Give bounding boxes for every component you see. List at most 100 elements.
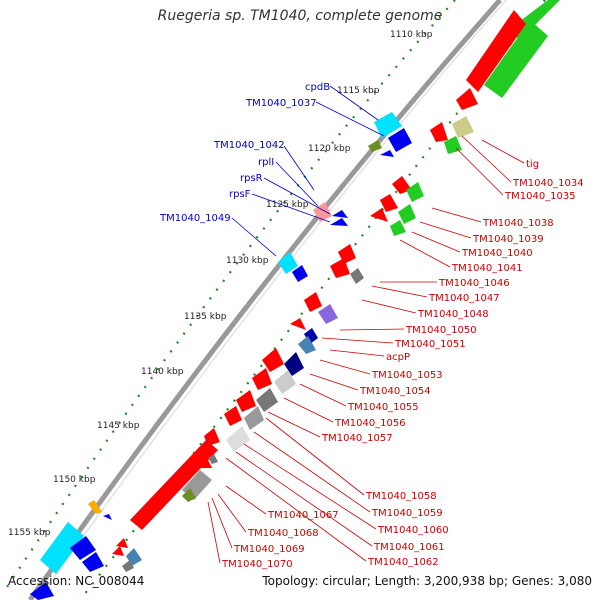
callout <box>461 135 512 183</box>
gene-blue-1[interactable] <box>292 265 308 282</box>
gene-blue-3[interactable] <box>82 552 104 572</box>
label-tm1040-1042[interactable]: TM1040_1042 <box>213 140 285 151</box>
gene-tm1040-1067[interactable] <box>116 538 128 548</box>
map-title: Ruegeria sp. TM1040, complete genome <box>157 8 443 24</box>
gene-small-blue[interactable] <box>380 150 394 157</box>
gene-cyan-large[interactable] <box>40 522 84 574</box>
gene-tig[interactable] <box>430 122 448 142</box>
label-tm1040-1060[interactable]: TM1040_1060 <box>377 525 449 536</box>
gene-gray-3[interactable] <box>244 406 264 430</box>
label-tm1040-1067[interactable]: TM1040_1067 <box>267 510 339 521</box>
gene-green-4[interactable] <box>398 204 416 224</box>
label-tm1040-1070[interactable]: TM1040_1070 <box>221 559 293 570</box>
gene-red-2[interactable] <box>456 88 478 110</box>
gene-rpsF[interactable] <box>330 218 348 226</box>
gene-tm1040-1058[interactable] <box>130 440 218 530</box>
gene-tm1040-1055[interactable] <box>236 390 256 412</box>
label-tm1040-1039[interactable]: TM1040_1039 <box>472 234 544 245</box>
topology-label: Topology: circular; Length: 3,200,938 bp… <box>262 574 592 588</box>
gene-tm1040-1037[interactable] <box>388 128 412 152</box>
gene-navy[interactable] <box>284 352 304 376</box>
label-rplI[interactable]: rplI <box>258 157 274 168</box>
gene-tm1040-1053[interactable] <box>262 348 284 372</box>
label-tm1040-1058[interactable]: TM1040_1058 <box>365 491 437 502</box>
gene-gray-4[interactable] <box>208 454 218 464</box>
label-tm1040-1054[interactable]: TM1040_1054 <box>359 386 431 397</box>
gene-orange[interactable] <box>88 500 102 514</box>
label-tm1040-1035[interactable]: TM1040_1035 <box>504 191 576 202</box>
callout <box>265 417 365 496</box>
gene-tm1040-1049[interactable] <box>278 252 298 274</box>
gene-gray-1[interactable] <box>350 268 364 284</box>
label-tm1040-1057[interactable]: TM1040_1057 <box>321 433 393 444</box>
gene-blue-inner[interactable] <box>304 328 318 344</box>
gene-tm1040-1039[interactable] <box>380 194 398 212</box>
kbp-label: 1145 kbp <box>97 421 140 431</box>
label-tm1040-1051[interactable]: TM1040_1051 <box>394 339 466 350</box>
callout <box>299 383 347 407</box>
gene-tm1040-1057[interactable] <box>204 428 220 446</box>
callout <box>361 299 417 314</box>
label-tm1040-1034[interactable]: TM1040_1034 <box>512 178 584 189</box>
gene-tm1040-1050[interactable] <box>290 318 306 330</box>
kbp-label: 1130 kbp <box>226 256 269 266</box>
gene-steel[interactable] <box>298 336 316 354</box>
label-rpsF[interactable]: rpsF <box>229 189 251 200</box>
label-tm1040-1047[interactable]: TM1040_1047 <box>428 293 500 304</box>
gene-light-gray[interactable] <box>274 370 296 394</box>
label-tm1040-1037[interactable]: TM1040_1037 <box>245 98 317 109</box>
gene-gray-6[interactable] <box>122 560 134 572</box>
label-tm1040-1069[interactable]: TM1040_1069 <box>233 544 305 555</box>
gene-tm1040-1068[interactable] <box>112 546 124 556</box>
label-tm1040-1056[interactable]: TM1040_1056 <box>334 418 406 429</box>
gene-gray-2[interactable] <box>256 388 278 412</box>
gene-olive-2[interactable] <box>182 488 196 502</box>
callout-tm1040-1037 <box>315 101 385 137</box>
kbp-label: 1110 kbp <box>390 30 433 40</box>
inner-strand-genes <box>112 0 560 572</box>
gene-tm1040-1041[interactable] <box>370 208 388 222</box>
label-tm1040-1053[interactable]: TM1040_1053 <box>371 370 443 381</box>
label-tm1040-1041[interactable]: TM1040_1041 <box>451 263 523 274</box>
gene-green-3[interactable] <box>406 182 424 202</box>
gene-olive[interactable] <box>452 116 474 138</box>
gene-rpsR[interactable] <box>332 210 348 218</box>
label-tm1040-1059[interactable]: TM1040_1059 <box>371 508 443 519</box>
label-tm1040-1062[interactable]: TM1040_1062 <box>367 557 439 568</box>
callout <box>283 397 334 423</box>
callout-rpsF <box>251 193 331 223</box>
gene-tm1040-1059[interactable] <box>200 460 212 468</box>
gene-blue-4[interactable] <box>30 582 54 600</box>
label-tm1040-1046[interactable]: TM1040_1046 <box>438 278 510 289</box>
gene-light-gray-2[interactable] <box>226 426 250 452</box>
gene-tm1040-1054[interactable] <box>252 368 272 390</box>
callout <box>267 411 321 438</box>
label-tm1040-1055[interactable]: TM1040_1055 <box>347 402 419 413</box>
label-tm1040-1050[interactable]: TM1040_1050 <box>405 325 477 336</box>
gene-tm1040-1056[interactable] <box>224 406 242 426</box>
gene-small[interactable] <box>368 140 382 152</box>
label-tig[interactable]: tig <box>526 159 539 170</box>
gene-purple[interactable] <box>318 304 338 324</box>
label-cpdB[interactable]: cpdB <box>305 82 330 93</box>
label-tm1040-1040[interactable]: TM1040_1040 <box>461 248 533 259</box>
gene-blue-small[interactable] <box>103 514 112 520</box>
label-tm1040-1068[interactable]: TM1040_1068 <box>247 528 319 539</box>
gene-green-2[interactable] <box>484 20 548 98</box>
gene-tm1040-1048[interactable] <box>304 292 322 312</box>
callout-tm1040-1042 <box>283 145 315 191</box>
label-tm1040-1049[interactable]: TM1040_1049 <box>159 213 231 224</box>
outer-strand-genes <box>30 112 412 600</box>
label-rpsR[interactable]: rpsR <box>240 173 263 184</box>
gene-green-5[interactable] <box>390 220 406 236</box>
gene-cpdB[interactable] <box>374 112 402 138</box>
label-tm1040-1061[interactable]: TM1040_1061 <box>373 542 445 553</box>
gene-blue-2[interactable] <box>70 536 96 560</box>
label-tm1040-1038[interactable]: TM1040_1038 <box>482 218 554 229</box>
label-acpP[interactable]: acpP <box>386 352 410 363</box>
gene-tm1040-1047[interactable] <box>330 258 350 278</box>
callout <box>309 373 359 391</box>
label-tm1040-1048[interactable]: TM1040_1048 <box>417 309 489 320</box>
gene-red-top[interactable] <box>466 10 526 92</box>
